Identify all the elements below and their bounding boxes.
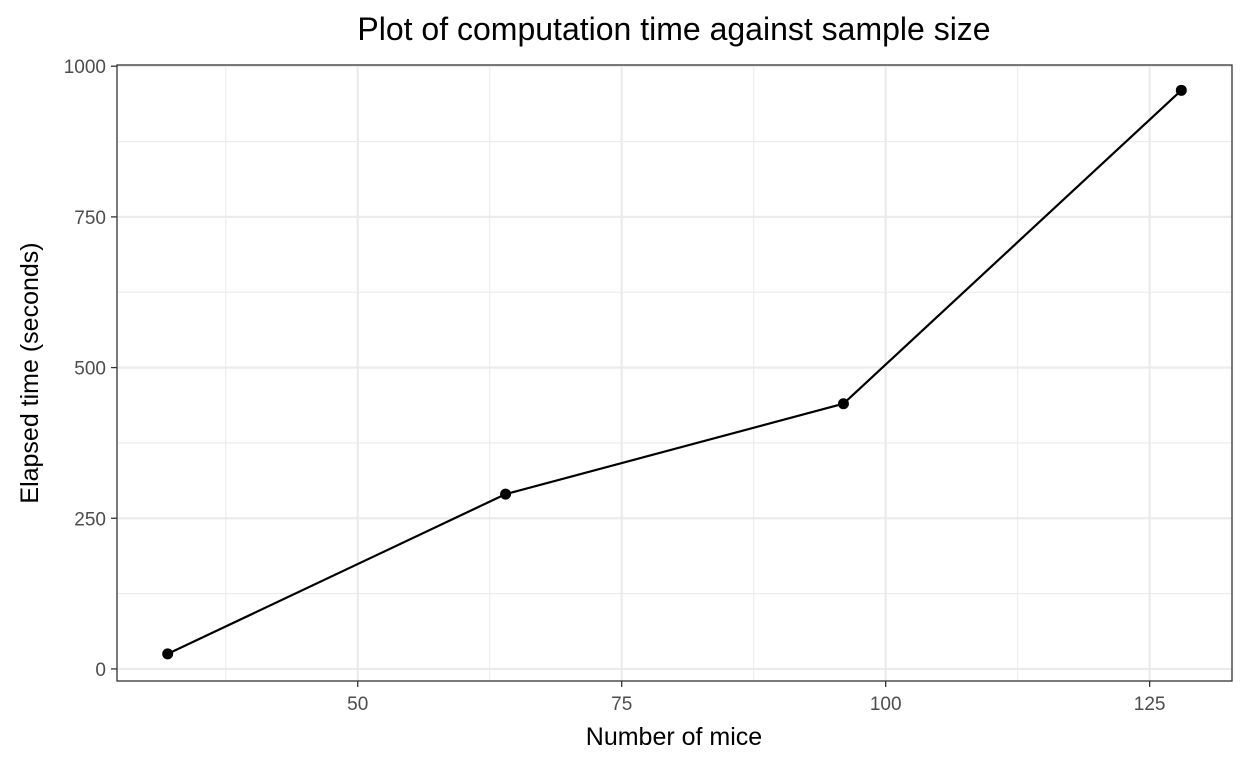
y-tick-label: 1000 [64,57,106,78]
y-tick-label: 500 [74,359,106,380]
y-tick-label: 0 [95,660,106,681]
data-point [162,648,174,660]
panel-border [116,64,1233,682]
y-tick-label: 250 [74,509,106,530]
data-point [837,398,849,410]
x-axis-title: Number of mice [586,723,762,751]
data-point [1175,84,1187,96]
grid-layer [117,65,1232,681]
y-tick-label: 750 [74,208,106,229]
x-tick-label: 50 [347,694,368,715]
series-line [167,89,1183,655]
data-point [500,488,512,500]
series-layer [162,84,1187,660]
x-tick-label: 75 [611,694,632,715]
x-tick-label: 100 [870,694,902,715]
y-axis-title: Elapsed time (seconds) [16,242,44,503]
x-tick-label: 125 [1134,694,1166,715]
axis-layer: 50 75 100 125 0 250 500 750 1000 [64,57,1166,715]
chart-title: Plot of computation time against sample … [357,11,990,47]
